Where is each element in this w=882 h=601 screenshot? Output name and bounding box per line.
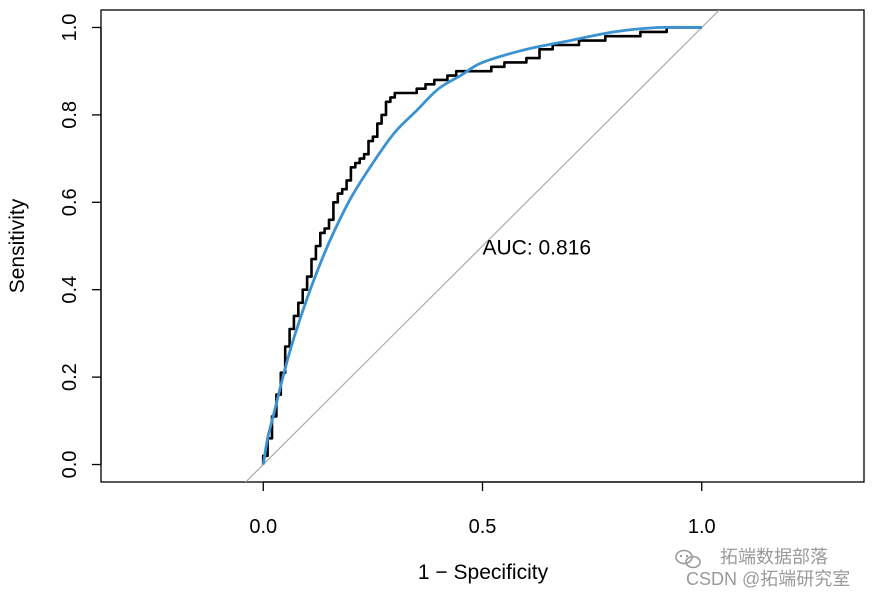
y-tick-label: 1.0 — [59, 14, 81, 42]
annotation-auc: AUC: 0.816 — [483, 237, 592, 260]
x-tick-label: 0.5 — [469, 516, 497, 538]
y-axis: 0.0 0.2 0.4 0.6 0.8 1.0 — [59, 14, 102, 479]
x-axis: 0.0 0.5 1.0 — [249, 481, 716, 538]
y-tick-label: 0.4 — [59, 276, 81, 304]
y-tick-label: 0.8 — [59, 101, 81, 129]
empirical-roc-line — [261, 26, 702, 465]
reference-diagonal-line — [245, 10, 720, 482]
y-tick-label: 0.0 — [59, 451, 81, 479]
x-tick-label: 0.0 — [249, 516, 277, 538]
y-axis-title: Sensitivity — [6, 198, 29, 293]
y-tick-label: 0.6 — [59, 188, 81, 216]
watermark-line1: 拓端数据部落 — [720, 547, 828, 567]
x-axis-title: 1 − Specificity — [418, 561, 549, 584]
wechat-icon — [675, 549, 701, 569]
watermark: 拓端数据部落 CSDN @拓端研究室 — [675, 547, 850, 589]
watermark-line2: CSDN @拓端研究室 — [686, 569, 850, 589]
smoothed-roc-line — [261, 25, 702, 465]
x-tick-label: 1.0 — [688, 516, 716, 538]
y-tick-label: 0.2 — [59, 363, 81, 391]
